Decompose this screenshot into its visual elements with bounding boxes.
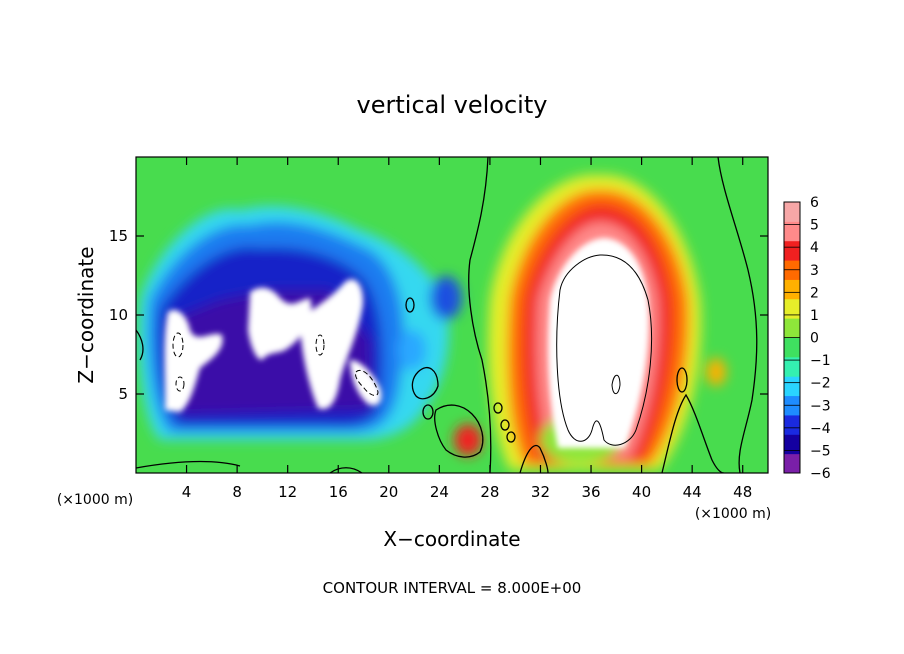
small-downdraft-22 (398, 330, 426, 370)
updraft-white-core (548, 238, 649, 448)
colorbar-swatch (784, 414, 800, 435)
x-tick-label: 48 (733, 483, 752, 501)
colorbar-swatch (784, 434, 800, 455)
colorbar-swatch (784, 202, 800, 222)
colorbar-tick-label: 6 (810, 195, 819, 211)
small-downdraft-24 (430, 276, 462, 320)
zero-contour-west (468, 157, 492, 473)
colorbar-tick-label: −5 (810, 443, 831, 459)
zero-contour-island-b (493, 402, 503, 414)
x-tick-label: 36 (581, 483, 600, 501)
zero-contour-island-24 (411, 367, 439, 400)
x-tick-label: 16 (329, 483, 348, 501)
colorbar-swatch (784, 240, 800, 261)
colorbar-tick-label: −3 (810, 398, 831, 414)
colorbar-tick-label: −6 (810, 466, 831, 482)
zero-contour-island-27 (434, 404, 484, 458)
colorbar: 6 5 4 3 2 1 0 −1 −2 −3 −4 −5 −6 (783, 195, 831, 482)
positive-contour-inner (611, 374, 621, 395)
zero-contour-island-e (676, 367, 688, 393)
colorbar-swatch (784, 337, 800, 358)
negative-contours (172, 332, 379, 396)
x-tick-label: 32 (531, 483, 550, 501)
colorbar-swatch (784, 356, 800, 377)
x-unit-right: (×1000 m) (695, 506, 771, 522)
positive-contour-updraft (556, 254, 653, 446)
colorbar-tick-label: −2 (810, 376, 831, 392)
colorbar-tick-label: 4 (810, 240, 819, 256)
x-unit-left: (×1000 m) (57, 492, 133, 508)
x-tick-label: 8 (232, 483, 242, 501)
zero-contour-south (136, 460, 363, 473)
small-updraft-45 (706, 358, 726, 386)
colorbar-swatch (784, 376, 800, 397)
zero-contour-east (717, 157, 758, 473)
x-tick-label: 28 (480, 483, 499, 501)
y-tick-label: 15 (109, 227, 128, 245)
colorbar-swatch (784, 279, 800, 300)
x-axis-ticks: 4 8 12 16 20 24 28 32 36 40 44 48 (182, 157, 752, 501)
zero-contour-southeast (661, 393, 725, 473)
zero-contour-island-d (506, 431, 516, 443)
y-tick-label: 10 (109, 306, 128, 324)
x-axis-label: X−coordinate (383, 527, 520, 551)
y-axis-ticks: 5 10 15 (109, 227, 768, 403)
zero-contour-island-22 (405, 297, 415, 313)
x-tick-label: 40 (632, 483, 651, 501)
colorbar-tick-label: 0 (810, 331, 819, 347)
x-tick-label: 4 (182, 483, 192, 501)
colorbar-tick-label: 1 (810, 308, 819, 324)
colorbar-tick-label: −1 (810, 353, 831, 369)
zero-contour-dip-32 (519, 444, 549, 473)
y-tick-label: 5 (118, 385, 128, 403)
small-updraft-26 (454, 424, 482, 456)
colorbar-swatch (784, 453, 800, 474)
colorbar-swatch (784, 318, 800, 338)
x-tick-label: 24 (430, 483, 449, 501)
x-tick-label: 44 (683, 483, 702, 501)
zero-contour-island-a (422, 404, 434, 420)
downdraft-white-core-2 (248, 287, 312, 360)
contour-interval-note: CONTOUR INTERVAL = 8.000E+00 (323, 579, 582, 597)
colorbar-swatch (784, 298, 800, 319)
chart-title: vertical velocity (357, 91, 548, 119)
colorbar-tick-label: 2 (810, 285, 819, 301)
y-axis-label: Z−coordinate (74, 246, 98, 383)
x-tick-label: 12 (278, 483, 297, 501)
x-tick-label: 20 (379, 483, 398, 501)
colorbar-swatch (784, 221, 800, 242)
contour-lines (136, 157, 758, 473)
zero-contour-left (136, 329, 144, 361)
colorbar-tick-label: 5 (810, 218, 819, 234)
downdraft-white-core-3 (300, 279, 364, 410)
colorbar-tick-label: 3 (810, 263, 819, 279)
downdraft-white-core-1 (164, 310, 223, 412)
colorbar-tick-label: −4 (810, 421, 831, 437)
zero-contour-island-c (500, 419, 510, 431)
